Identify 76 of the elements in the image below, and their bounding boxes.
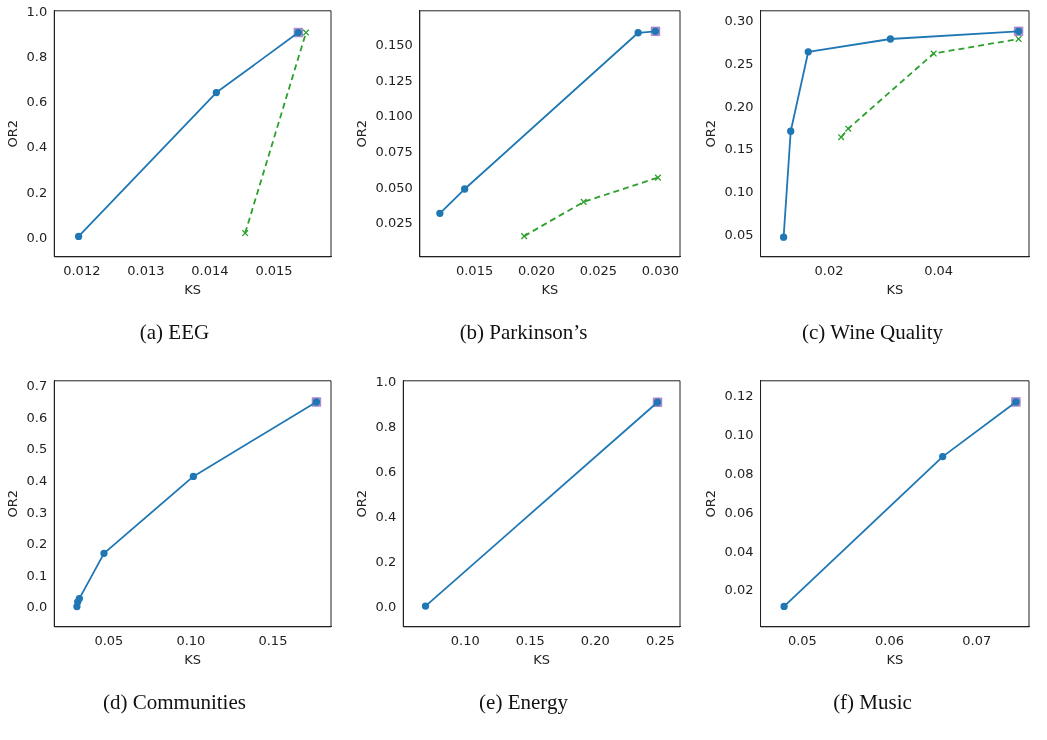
y-tick-label: 0.1 [26,567,48,583]
x-tick-label: 0.012 [63,262,101,278]
y-tick-label: 0.4 [375,509,397,525]
y-tick-label: 0.2 [375,554,397,570]
y-tick-label: 0.025 [375,215,413,231]
y-tick-label: 1.0 [26,3,48,19]
x-tick-label: 0.04 [924,262,954,278]
text: (e) Energy [478,690,569,715]
y-tick-label: 0.4 [26,139,48,155]
y-tick-label: 0.10 [724,427,754,443]
x-tick-label: 0.025 [579,262,618,278]
y-tick-label: 0.30 [724,13,754,29]
y-axis-title: OR2 [354,120,370,148]
y-tick-label: 0.25 [724,55,754,71]
y-tick-label: 0.2 [26,184,48,200]
x-tick-label: 0.15 [258,632,288,648]
y-tick-label: 0.05 [724,226,754,242]
y-tick-label: 0.8 [375,419,397,435]
y-tick-label: 0.7 [26,377,48,393]
y-tick-label: 0.5 [26,441,48,457]
y-tick-label: 0.08 [724,466,754,481]
x-axis-title: KS [886,281,904,297]
text: (a) EEG [138,320,211,345]
x-tick-label: 0.25 [645,632,675,648]
y-axis-title: OR2 [5,490,21,518]
text: (b) Parkinson’s [458,320,589,345]
y-tick-label: 0.3 [26,504,48,520]
x-axis-title: KS [541,281,559,297]
y-tick-label: 1.0 [375,373,397,389]
y-tick-label: 0.6 [375,464,397,480]
x-tick-label: 0.10 [450,632,480,648]
y-tick-label: 0.150 [375,36,413,52]
x-tick-label: 0.07 [962,632,992,648]
y-tick-label: 0.6 [26,94,48,110]
y-tick-label: 0.10 [724,184,754,200]
x-tick-label: 0.15 [515,632,545,648]
text: (f) Music [832,690,913,715]
text: (c) Wine Quality [800,320,945,345]
y-tick-label: 0.06 [724,504,754,520]
x-tick-label: 0.013 [127,262,165,278]
y-tick-label: 0.0 [26,230,48,246]
y-tick-label: 0.04 [724,543,754,559]
x-tick-label: 0.020 [517,262,556,278]
x-tick-label: 0.015 [255,262,293,278]
y-axis-title: OR2 [703,490,719,518]
x-tick-label: 0.015 [455,262,494,278]
y-tick-label: 0.20 [724,98,754,114]
y-tick-label: 0.125 [375,72,413,88]
x-tick-label: 0.05 [94,632,124,648]
x-axis-title: KS [886,651,904,667]
x-tick-label: 0.06 [875,632,905,648]
x-axis-title: KS [184,651,202,667]
y-axis-title: OR2 [5,120,21,148]
y-tick-label: 0.050 [375,179,413,195]
y-tick-label: 0.075 [375,144,413,160]
y-tick-label: 0.0 [375,599,397,615]
x-tick-label: 0.05 [787,632,817,648]
x-axis-title: KS [533,651,551,667]
y-axis-title: OR2 [703,120,719,148]
x-tick-label: 0.20 [580,632,610,648]
y-tick-label: 0.0 [26,599,48,615]
y-tick-label: 0.15 [724,141,754,157]
y-tick-label: 0.100 [375,108,413,124]
y-tick-label: 0.12 [724,388,754,404]
y-tick-label: 0.02 [724,582,754,598]
x-tick-label: 0.10 [176,632,206,648]
y-tick-label: 0.4 [26,472,48,488]
text: (d) Communities [102,690,247,715]
x-tick-label: 0.02 [814,262,844,278]
x-tick-label: 0.030 [641,262,680,278]
y-tick-label: 0.6 [26,409,48,425]
x-axis-title: KS [184,281,202,297]
y-tick-label: 0.8 [26,48,48,64]
y-axis-title: OR2 [354,490,370,518]
y-tick-label: 0.2 [26,536,48,552]
x-tick-label: 0.014 [191,262,229,278]
